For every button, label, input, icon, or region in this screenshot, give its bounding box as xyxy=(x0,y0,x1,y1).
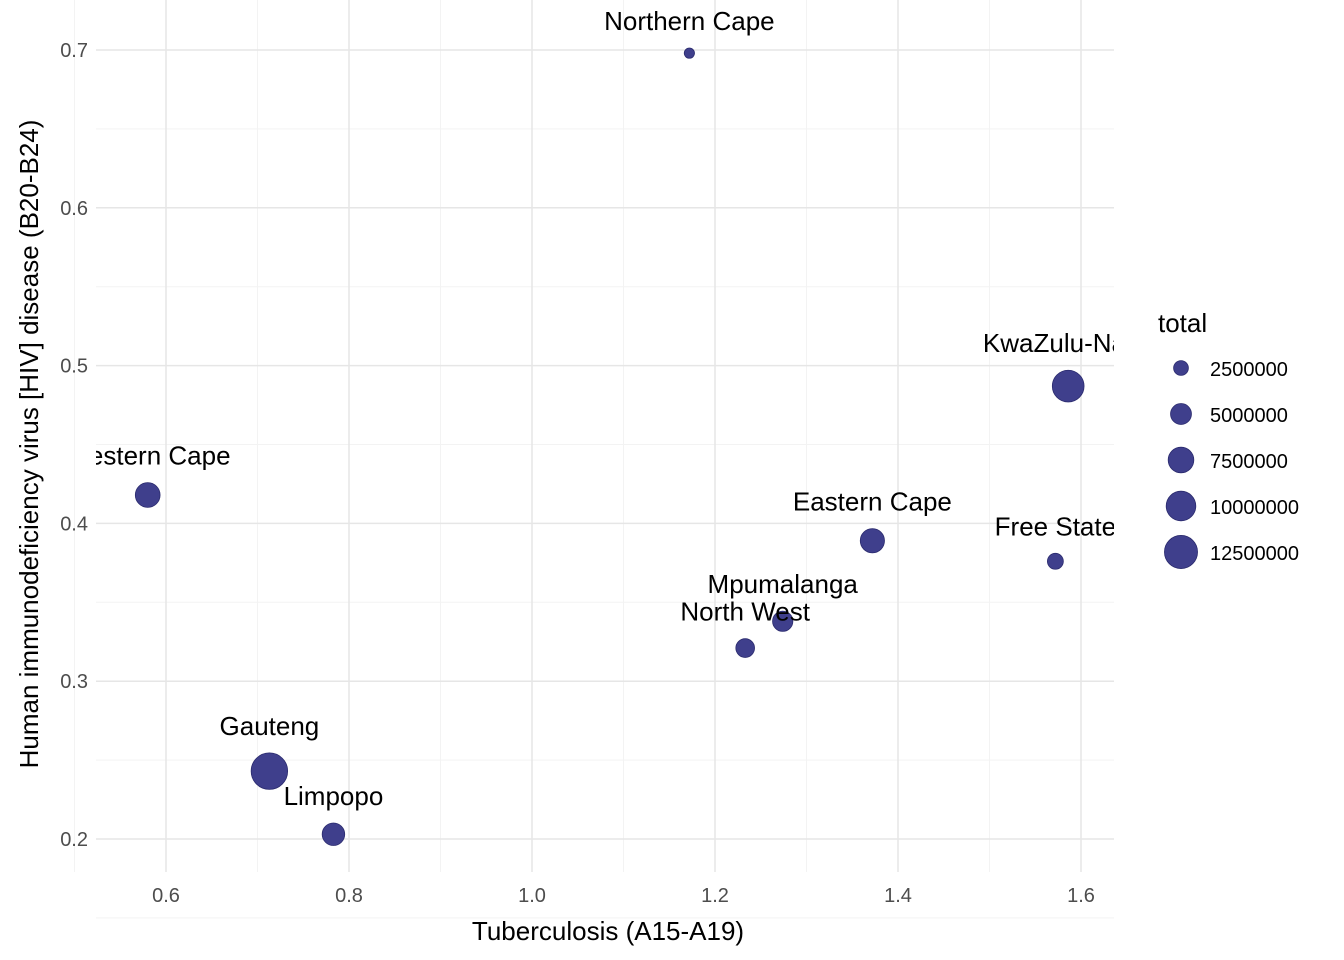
point-label: Gauteng xyxy=(220,711,320,741)
x-tick-label: 0.6 xyxy=(152,885,180,907)
legend-key xyxy=(1165,490,1197,522)
data-point xyxy=(859,528,885,554)
legend-label: 5000000 xyxy=(1210,405,1288,427)
legend-key xyxy=(1164,535,1198,569)
x-tick-label: 1.6 xyxy=(1067,885,1095,907)
data-point xyxy=(1051,369,1085,403)
data-point xyxy=(134,482,161,508)
legend-label: 10000000 xyxy=(1210,497,1299,519)
y-axis-ticks: 0.2 0.3 0.4 0.5 0.6 0.7 xyxy=(60,40,88,851)
y-axis-title: Human immunodeficiency virus [HIV] disea… xyxy=(14,120,44,769)
data-point xyxy=(735,638,755,658)
data-point xyxy=(683,47,695,59)
data-point xyxy=(321,822,346,846)
y-tick-label: 0.7 xyxy=(60,40,88,62)
legend-title: total xyxy=(1158,308,1207,338)
point-label: North West xyxy=(680,597,810,627)
grid-minor xyxy=(74,0,1114,919)
data-point xyxy=(1047,552,1064,570)
y-tick-label: 0.6 xyxy=(60,198,88,220)
point-label: Limpopo xyxy=(284,781,384,811)
grid-major xyxy=(96,0,1114,872)
data-points xyxy=(134,47,1085,846)
y-tick-label: 0.2 xyxy=(60,829,88,851)
y-tick-label: 0.3 xyxy=(60,671,88,693)
legend-label: 7500000 xyxy=(1210,451,1288,473)
legend-items: 2500000 5000000 7500000 10000000 12500000 xyxy=(1164,359,1299,569)
legend-key xyxy=(1170,403,1192,425)
x-tick-label: 0.8 xyxy=(335,885,363,907)
data-point xyxy=(250,752,289,790)
point-label: Free State xyxy=(995,511,1116,541)
data-point xyxy=(772,610,794,632)
point-label: Mpumalanga xyxy=(708,569,859,599)
point-label: Western Cape xyxy=(65,441,231,471)
y-tick-label: 0.5 xyxy=(60,356,88,378)
y-tick-label: 0.4 xyxy=(60,513,88,535)
point-labels: Northern Cape KwaZulu-Natal Western Cape Ea… xyxy=(65,6,1154,811)
x-tick-label: 1.4 xyxy=(884,885,912,907)
point-label: KwaZulu-Natal xyxy=(983,328,1154,358)
x-axis-title: Tuberculosis (A15-A19) xyxy=(472,916,744,946)
x-tick-label: 1.0 xyxy=(518,885,546,907)
legend-key xyxy=(1173,360,1189,376)
legend-key xyxy=(1167,446,1195,474)
size-legend: total 2500000 5000000 7500000 10000000 12500… xyxy=(1158,308,1299,569)
point-label: Eastern Cape xyxy=(793,487,952,517)
x-axis-ticks: 0.6 0.8 1.0 1.2 1.4 1.6 xyxy=(152,885,1095,907)
x-tick-label: 1.2 xyxy=(701,885,729,907)
point-label: Northern Cape xyxy=(604,6,775,36)
legend-label: 2500000 xyxy=(1210,359,1288,381)
legend-label: 12500000 xyxy=(1210,543,1299,565)
